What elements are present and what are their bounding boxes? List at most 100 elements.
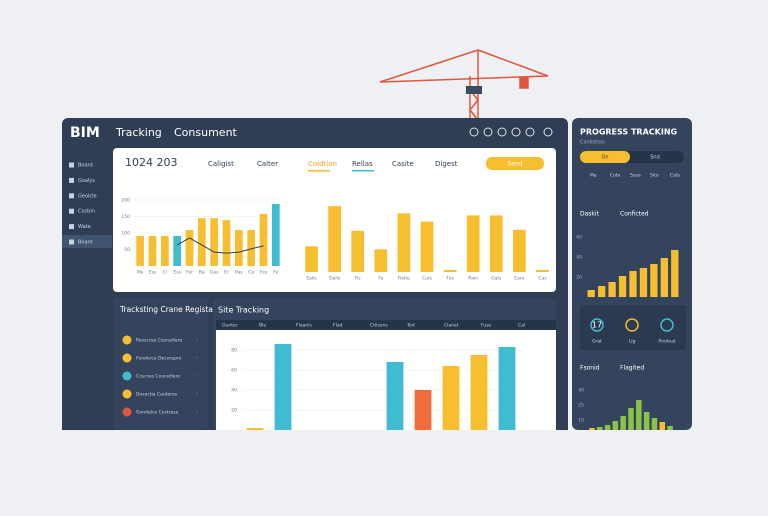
item-label[interactable]: Dosactia Cauteres (136, 392, 178, 398)
sidebar-icon[interactable] (69, 224, 74, 230)
sidebar-item[interactable]: Cosbin (78, 209, 95, 215)
column-header[interactable]: Flad (333, 323, 343, 329)
y-tick-label: 20 (576, 275, 582, 281)
bar (651, 418, 658, 430)
card-heading: 1024 203 (125, 156, 178, 169)
item-label[interactable]: Resscrea Couradiere (136, 338, 183, 344)
x-tick-label: Ba (199, 270, 205, 276)
bar (274, 344, 292, 430)
x-tick-label: Oalls (329, 276, 341, 282)
x-tick-label: Earo (514, 276, 524, 282)
item-label[interactable]: Fonderce Decorapre (136, 356, 182, 362)
bar (470, 355, 488, 430)
toggle-label[interactable]: On (601, 155, 608, 161)
item-icon[interactable] (122, 371, 132, 381)
bar (386, 362, 404, 430)
y-tick-label: 100 (121, 231, 130, 237)
bar (466, 215, 480, 272)
x-tick-label: Ealis (306, 276, 317, 282)
tab[interactable]: Calter (257, 160, 278, 168)
sidebar-item[interactable]: Goalys (78, 178, 95, 184)
sidebar-item[interactable]: Wate (78, 224, 91, 230)
bar (259, 213, 268, 266)
gauge (660, 318, 674, 332)
bar (136, 235, 144, 266)
bar (210, 218, 218, 266)
bar (643, 412, 650, 430)
bar (420, 221, 434, 272)
gauges-box (580, 305, 686, 350)
column-header[interactable]: Fuse (481, 323, 492, 329)
tab[interactable]: Caligist (208, 160, 234, 168)
item-icon[interactable] (122, 389, 132, 399)
sidebar-icon[interactable] (69, 239, 74, 245)
item-icon[interactable] (122, 335, 132, 345)
bar (536, 269, 549, 272)
column-header[interactable]: Clanet (444, 323, 459, 329)
bar (660, 258, 668, 297)
bar (148, 235, 157, 266)
gauge-label: Lig (629, 339, 636, 345)
sidebar-item[interactable]: Boare (78, 240, 93, 246)
x-tick-label: Ci (163, 270, 167, 276)
tab[interactable]: Rellas (352, 160, 373, 168)
bar (628, 408, 634, 430)
tab[interactable]: Digest (435, 160, 458, 168)
button[interactable] (486, 157, 544, 170)
sidebar-icon[interactable] (69, 193, 74, 199)
item-label[interactable]: Gondelco Costrase (136, 410, 179, 416)
x-tick-label: Fes (260, 270, 268, 276)
sidebar-item[interactable]: Geolcle (78, 193, 97, 199)
title: Tracking (115, 126, 162, 139)
sidebar-active[interactable] (62, 235, 112, 248)
progress-subtitle: Conlistion (580, 140, 605, 146)
subtitle: Consument (174, 126, 238, 139)
toggle-on[interactable] (580, 151, 630, 163)
sidebar-icon[interactable] (69, 177, 74, 183)
bar (414, 390, 432, 430)
crane-list-title: Tracksting Crane Registation (119, 305, 228, 314)
button-label[interactable]: Send (507, 161, 522, 168)
bar (489, 215, 503, 272)
x-tick-label: Cas (538, 276, 547, 282)
bar (659, 422, 666, 430)
column-header[interactable]: Citisens (370, 323, 388, 329)
column-header[interactable]: Ble (259, 323, 266, 329)
y-tick-label: 150 (121, 214, 130, 220)
y-tick-label: 10 (578, 418, 584, 424)
y-tick-label: 25 (578, 403, 584, 409)
x-tick-label: Fa (378, 276, 383, 282)
item-icon[interactable] (122, 407, 132, 417)
column-header[interactable]: Flaanis (296, 323, 312, 329)
sidebar-icon[interactable] (69, 162, 74, 168)
bar (604, 425, 611, 430)
bar (589, 428, 595, 430)
tab[interactable]: Casite (392, 160, 414, 168)
bar (667, 426, 673, 430)
y-tick-label: 80 (231, 348, 237, 354)
section-right: Conficted (620, 211, 649, 218)
x-tick-label: Pas (235, 270, 243, 276)
tab[interactable]: Coidtion (308, 160, 337, 168)
item-label[interactable]: Coscrea Couradiere (136, 374, 180, 380)
x-tick-label: Fos (446, 276, 454, 282)
sidebar-icon[interactable] (69, 208, 74, 214)
site-title: Site Tracking (218, 306, 269, 315)
bar (198, 218, 206, 266)
gauge (590, 318, 604, 332)
column-header[interactable]: Tod (406, 323, 415, 329)
item-icon[interactable] (122, 353, 132, 363)
header-icons[interactable] (469, 127, 553, 137)
crane-list (113, 298, 208, 430)
x-tick-label: Rain (468, 276, 478, 282)
sidebar-item[interactable]: Board (78, 163, 93, 169)
bar (618, 276, 627, 297)
toggle-label[interactable]: Snd (650, 155, 660, 161)
column-header[interactable]: Cal (518, 323, 525, 329)
bar (587, 290, 595, 297)
tab-underline (352, 170, 374, 172)
column-header[interactable]: Gunter (222, 323, 238, 329)
x-tick-label: Fer (186, 270, 193, 276)
bar (247, 230, 255, 266)
x-tick-label: Fe (273, 270, 278, 276)
